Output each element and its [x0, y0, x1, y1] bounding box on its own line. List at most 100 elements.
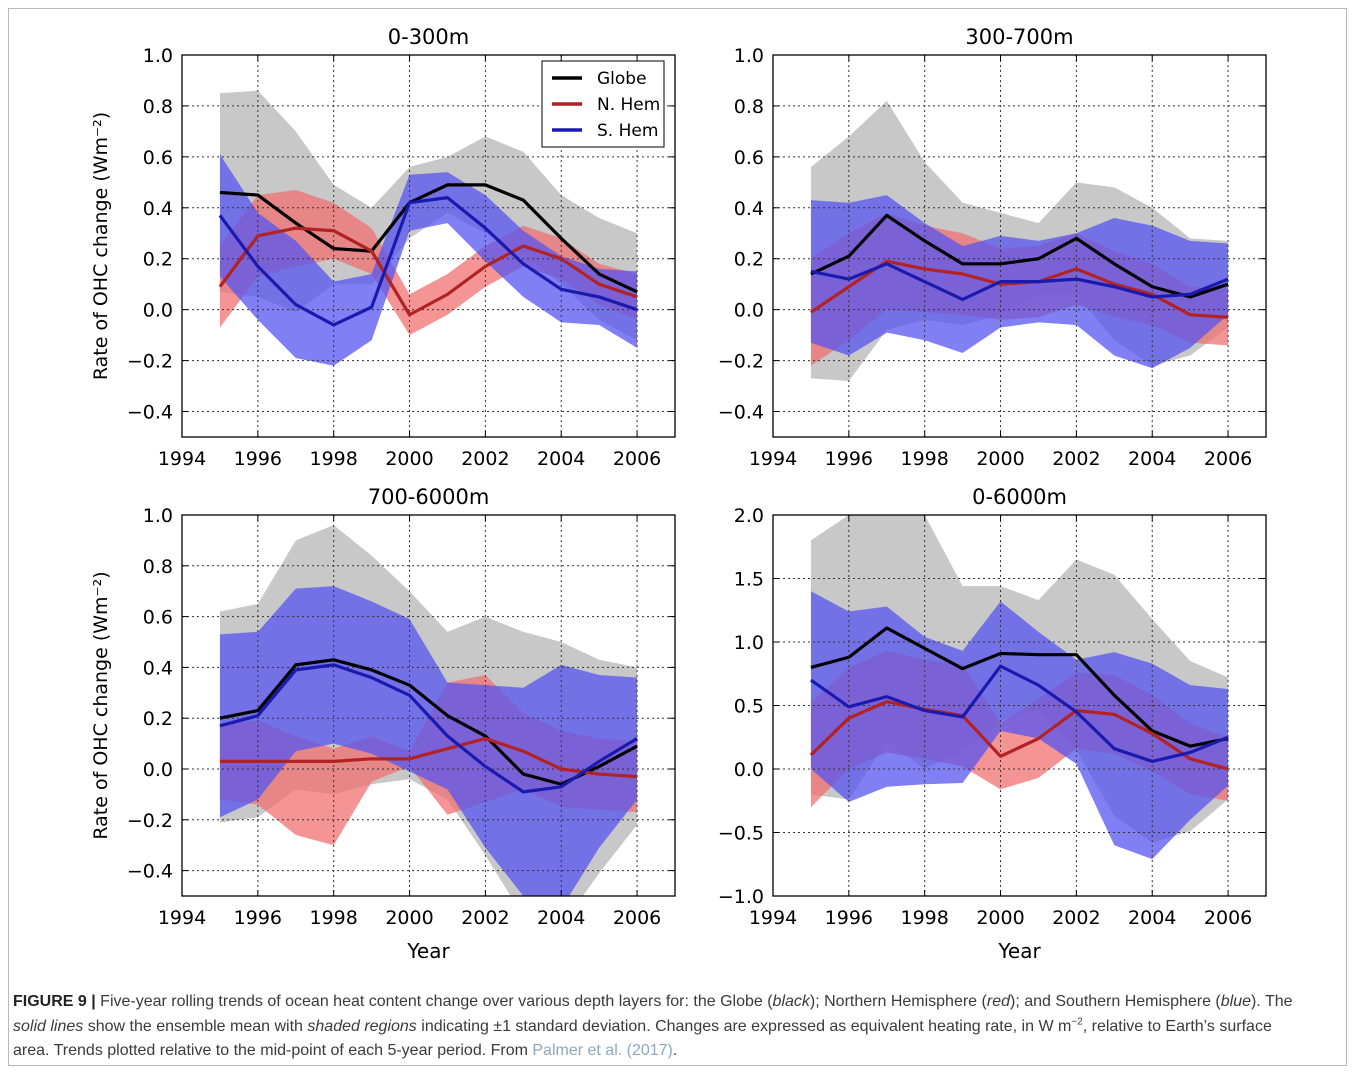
- y-tick-label: 0.2: [734, 249, 764, 271]
- x-tick-label: 1994: [749, 907, 797, 929]
- x-tick-label: 2004: [1128, 448, 1176, 470]
- y-tick-label: −0.4: [127, 861, 173, 883]
- globe-mean-line: [810, 213, 1229, 299]
- x-tick-label: 1998: [901, 907, 949, 929]
- x-tick-label: 1998: [310, 907, 358, 929]
- x-tick-label: 2000: [976, 448, 1024, 470]
- y-tick-label: 0.8: [143, 556, 173, 578]
- y-tick-label: 1.0: [734, 45, 764, 67]
- x-tick-label: 2006: [1204, 907, 1252, 929]
- y-tick-label: 0.8: [143, 96, 173, 118]
- x-tick-label: 2002: [461, 448, 509, 470]
- x-tick-label: 1996: [825, 907, 873, 929]
- subplot-1: 1994 1996 1998 2000 2002 2004 2006 −0.4 −0.2 0.0 0…: [718, 25, 1267, 470]
- shem-mean-line: [218, 196, 638, 327]
- x-axis-label: Year: [406, 939, 450, 963]
- x-tick-label: 1994: [158, 448, 206, 470]
- plot-area: [182, 515, 675, 896]
- figure-plots: 1994 1996 1998 2000 2002 2004 2006 −0.4 −0.2 0.0 0…: [90, 25, 1267, 963]
- y-tick-label: −0.4: [127, 402, 173, 424]
- shem-mean-line: [219, 663, 638, 794]
- x-tick-label: 2000: [385, 448, 433, 470]
- y-tick-label: 0.8: [734, 96, 764, 118]
- x-tick-label: 2002: [1052, 907, 1100, 929]
- y-tick-label: 2.0: [734, 505, 764, 527]
- x-tick-label: 2000: [976, 907, 1024, 929]
- legend-label-shem: S. Hem: [597, 121, 658, 141]
- y-tick-label: 0.0: [143, 300, 173, 322]
- plot-area: [182, 55, 675, 437]
- axes-frame: [181, 514, 676, 897]
- y-tick-label: −0.5: [718, 823, 764, 845]
- y-tick-label: 0.6: [734, 147, 764, 169]
- nhem-band: [219, 189, 638, 336]
- citation-link[interactable]: Palmer et al. (2017): [532, 1042, 673, 1059]
- x-tick-label: 1994: [749, 448, 797, 470]
- subplot-2: 1994 1996 1998 2000 2002 2004 2006 −0.4 −0.2 0.0 0…: [90, 485, 676, 963]
- x-tick-label: 2004: [1128, 907, 1176, 929]
- x-axis-label: Year: [997, 939, 1041, 963]
- shem-band: [219, 586, 638, 896]
- y-tick-label: 0.5: [734, 696, 764, 718]
- x-tick-label: 1996: [234, 907, 282, 929]
- plot-area: [773, 515, 1266, 896]
- y-tick-label: 1.0: [734, 632, 764, 654]
- x-tick-label: 2006: [613, 907, 661, 929]
- y-tick-label: −0.2: [127, 810, 173, 832]
- y-axis-label: Rate of OHC change (Wm⁻²): [90, 571, 112, 839]
- axes-frame: [181, 54, 676, 438]
- subplot-title: 300-700m: [965, 25, 1073, 49]
- y-tick-label: 0.4: [143, 657, 173, 679]
- y-tick-label: 0.0: [734, 759, 764, 781]
- x-tick-label: 2000: [385, 907, 433, 929]
- subplot-title: 0-6000m: [972, 485, 1067, 509]
- axes-frame: [772, 54, 1267, 438]
- shem-band: [810, 591, 1229, 860]
- y-tick-label: 0.2: [143, 249, 173, 271]
- x-tick-label: 2006: [613, 448, 661, 470]
- y-tick-label: 1.0: [143, 505, 173, 527]
- legend: Globe N. Hem S. Hem: [541, 60, 665, 148]
- x-tick-label: 1998: [310, 448, 358, 470]
- nhem-mean-line: [219, 736, 638, 779]
- legend-label-nhem: N. Hem: [597, 95, 660, 115]
- y-tick-label: 0.6: [143, 607, 173, 629]
- x-tick-label: 2006: [1204, 448, 1252, 470]
- y-tick-label: 1.0: [143, 45, 173, 67]
- y-tick-label: 0.4: [143, 198, 173, 220]
- x-tick-label: 2002: [1052, 448, 1100, 470]
- y-tick-label: −0.4: [718, 402, 764, 424]
- x-tick-label: 1998: [901, 448, 949, 470]
- y-tick-label: 1.5: [734, 569, 764, 591]
- x-tick-label: 2004: [537, 907, 585, 929]
- subplot-0: 1994 1996 1998 2000 2002 2004 2006 −0.4 −0.2 0.0 0…: [90, 25, 676, 470]
- x-tick-label: 2002: [461, 907, 509, 929]
- shem-band: [219, 154, 638, 366]
- shem-mean-line: [810, 262, 1229, 302]
- y-tick-label: 0.4: [734, 198, 764, 220]
- x-tick-label: 2004: [537, 448, 585, 470]
- y-tick-label: −0.2: [718, 351, 764, 373]
- y-tick-label: −1.0: [718, 886, 764, 908]
- figure-label: FIGURE 9 |: [13, 993, 96, 1010]
- y-tick-label: 0.0: [734, 300, 764, 322]
- figure-caption: FIGURE 9 | Five-year rolling trends of o…: [13, 993, 1293, 1059]
- x-tick-label: 1994: [158, 907, 206, 929]
- y-tick-label: 0.2: [143, 708, 173, 730]
- subplot-title: 0-300m: [388, 25, 469, 49]
- shem-mean-line: [810, 664, 1229, 763]
- nhem-mean-line: [218, 226, 638, 317]
- subplot-title: 700-6000m: [368, 485, 490, 509]
- x-tick-label: 1996: [234, 448, 282, 470]
- y-tick-label: 0.6: [143, 147, 173, 169]
- globe-mean-line: [219, 183, 638, 294]
- y-tick-label: −0.2: [127, 351, 173, 373]
- legend-label-globe: Globe: [597, 69, 647, 89]
- globe-mean-line: [810, 626, 1229, 748]
- subplot-3: 1994 1996 1998 2000 2002 2004 2006 −1.0 −0.5 0.0 0…: [718, 485, 1267, 963]
- y-tick-label: 0.0: [143, 759, 173, 781]
- plot-area: [773, 55, 1266, 437]
- nhem-mean-line: [809, 700, 1229, 771]
- x-tick-label: 1996: [825, 448, 873, 470]
- y-axis-label: Rate of OHC change (Wm⁻²): [90, 112, 112, 380]
